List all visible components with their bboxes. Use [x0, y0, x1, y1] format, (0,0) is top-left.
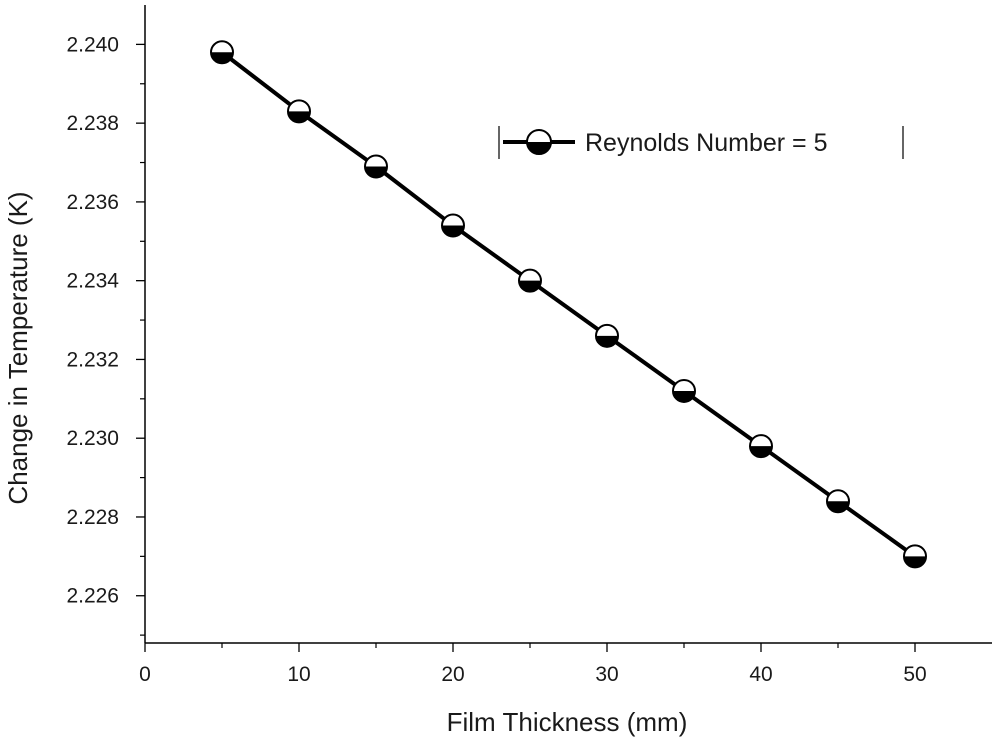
marker-outline	[518, 268, 542, 293]
legend-label: Reynolds Number = 5	[585, 129, 827, 157]
marker-bottom-half	[673, 390, 695, 402]
marker-bottom-half	[904, 556, 926, 568]
data-point	[441, 213, 465, 238]
data-point	[287, 99, 311, 124]
legend-marker	[526, 129, 552, 155]
marker-outline	[526, 129, 552, 155]
marker-bottom-half	[442, 225, 464, 237]
marker-outline	[672, 378, 696, 403]
y-tick-label: 2.232	[66, 348, 119, 371]
marker-outline	[749, 434, 773, 459]
y-tick-label: 2.226	[66, 585, 119, 608]
x-tick-label: 50	[903, 663, 926, 686]
x-tick-label: 30	[595, 663, 618, 686]
marker-bottom-half	[519, 280, 541, 292]
x-tick-label: 0	[139, 663, 151, 686]
marker-bottom-half	[288, 111, 310, 123]
series-line	[220, 50, 917, 558]
legend-marker-symbol	[526, 129, 552, 155]
legend: Reynolds Number = 5	[498, 126, 904, 159]
x-tick-label: 10	[287, 663, 310, 686]
data-point	[518, 268, 542, 293]
marker-outline	[826, 489, 850, 514]
data-point	[210, 40, 234, 65]
data-point	[364, 154, 388, 179]
marker-bottom-half	[596, 335, 618, 347]
marker-outline	[595, 323, 619, 348]
marker-bottom-half	[211, 52, 233, 64]
x-tick-label: 40	[749, 663, 772, 686]
data-point	[672, 378, 696, 403]
tick-labels: 0 10 20 30 40 50 2.226 2.228 2.230 2.232 2.234 2.23…	[66, 33, 926, 686]
y-tick-label: 2.234	[66, 270, 119, 293]
y-tick-label: 2.228	[66, 506, 119, 529]
marker-outline	[441, 213, 465, 238]
y-tick-label: 2.236	[66, 191, 119, 214]
y-tick-label: 2.240	[66, 33, 119, 56]
marker-bottom-half	[827, 501, 849, 513]
axes	[144, 5, 992, 644]
marker-bottom-half	[750, 446, 772, 458]
series-layer	[210, 40, 927, 569]
marker-outline	[364, 154, 388, 179]
x-tick-label: 20	[441, 663, 464, 686]
y-tick-label: 2.238	[66, 112, 119, 135]
data-point	[903, 544, 927, 569]
x-axis-title: Film Thickness (mm)	[447, 707, 688, 737]
data-point	[749, 434, 773, 459]
axis-ticks	[136, 43, 916, 652]
marker-bottom-half	[527, 142, 551, 154]
data-point	[595, 323, 619, 348]
y-tick-label: 2.230	[66, 427, 119, 450]
marker-outline	[210, 40, 234, 65]
marker-bottom-half	[365, 166, 387, 178]
data-point	[826, 489, 850, 514]
marker-outline	[287, 99, 311, 124]
y-axis-title: Change in Temperature (K)	[3, 191, 33, 504]
marker-outline	[903, 544, 927, 569]
